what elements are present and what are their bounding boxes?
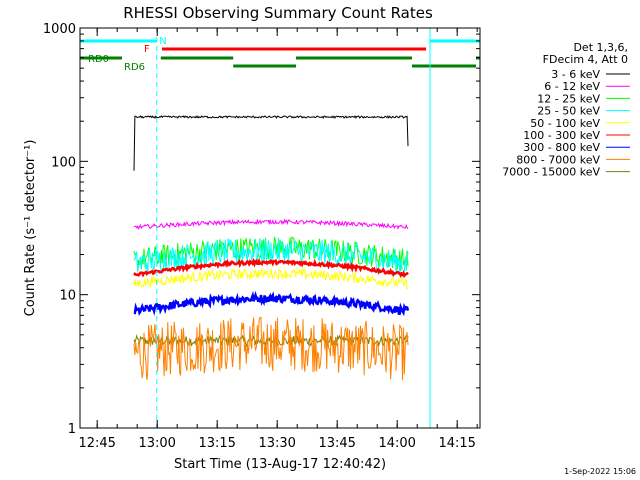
flag-label: RD0 [88,54,109,65]
x-tick-label: 13:00 [138,436,175,451]
series-line [133,218,409,231]
series-line [133,237,409,276]
x-tick-label: 14:15 [438,436,475,451]
y-tick-label: 100 [51,155,76,170]
series-line [133,267,409,290]
legend-entry: 25 - 50 keV [537,105,600,118]
series-line [133,316,409,381]
legend-entry: 12 - 25 keV [537,92,600,105]
plot-frame [79,27,481,429]
y-tick-label: 10 [59,289,76,304]
plot-area [133,115,410,381]
status-flags: NF RD0 RD6 [80,36,480,73]
legend-header: Det 1,3,6, [573,41,628,54]
x-tick-label: 13:45 [318,436,355,451]
legend-entry: 100 - 300 keV [523,129,600,142]
x-tick-label: 12:45 [78,436,115,451]
legend-entry: 7000 - 15000 keV [502,166,600,179]
y-tick-label: 1 [68,422,76,437]
flag-label: N [159,36,166,47]
x-tick-label: 14:00 [378,436,415,451]
legend-entry: 300 - 800 keV [523,141,600,154]
event-lines [156,28,431,428]
legend-entry: 6 - 12 keV [544,80,600,93]
y-axis-label: Count Rate (s⁻¹ detector⁻¹) [23,140,38,317]
legend-entry: 800 - 7000 keV [516,153,600,166]
legend-entry: 50 - 100 keV [530,117,600,130]
footer-date: 1-Sep-2022 15:06 [564,467,636,476]
legend-header: FDecim 4, Att 0 [543,53,628,66]
legend-entry: 3 - 6 keV [551,68,600,81]
x-axis-label: Start Time (13-Aug-17 12:40:42) [174,457,386,472]
x-tick-label: 13:30 [258,436,295,451]
series-line [133,257,409,279]
series-line [133,290,410,317]
x-tick-label: 13:15 [198,436,235,451]
y-axis: 1 10 100 1000 [43,22,480,437]
flag-label: F [144,44,150,55]
x-axis: 12:45 13:00 13:15 13:30 13:45 14:00 14:15 [78,28,478,451]
chart-title: RHESSI Observing Summary Count Rates [123,4,433,22]
series-line [133,115,409,171]
y-tick-label: 1000 [43,22,76,37]
flag-label: RD6 [124,62,145,73]
